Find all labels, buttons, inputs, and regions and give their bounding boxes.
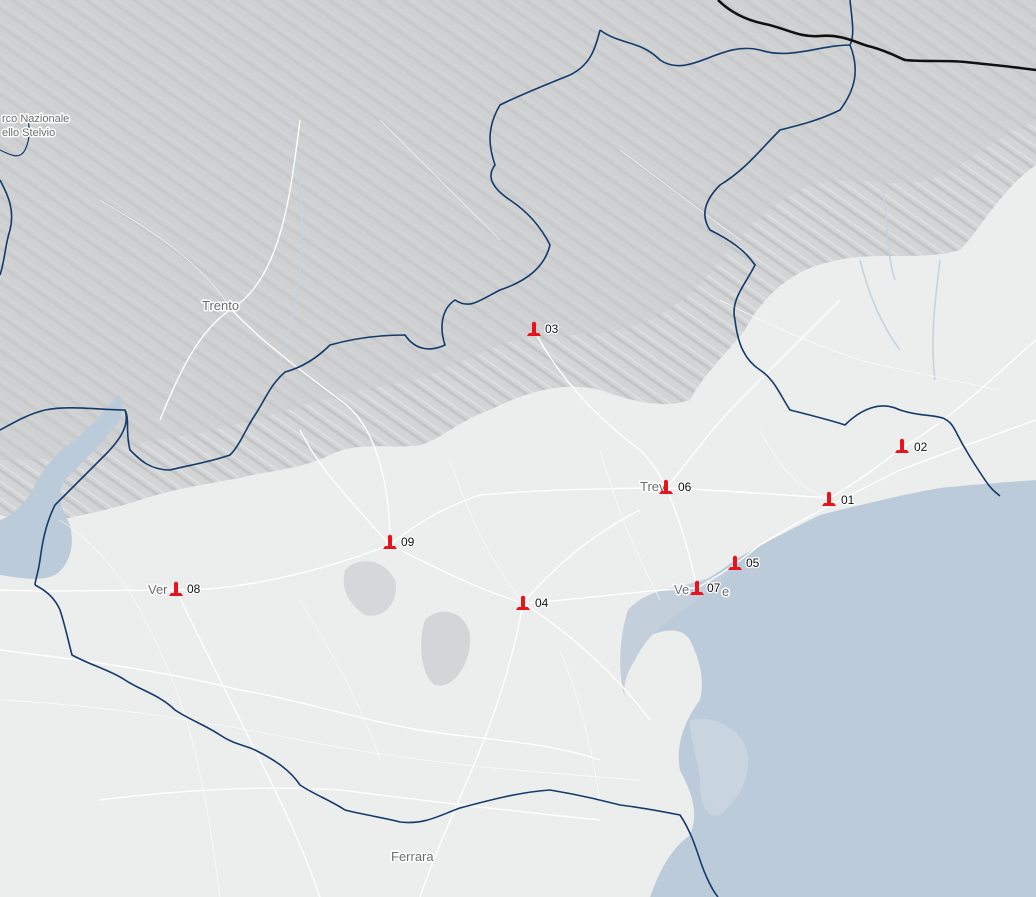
marker-04[interactable]: 04 [516,595,550,611]
po-delta [690,718,749,816]
regional-border-far-west [0,179,13,276]
regional-border [599,29,1001,497]
city-label-verona: Ver [148,582,168,597]
park-label-line2: ello Stelvio [2,127,55,139]
marker-07[interactable]: 07 [690,580,722,596]
rivers [279,119,941,381]
city-label-trento: Trento [202,298,239,313]
berici-hills [343,561,396,616]
marker-label: 08 [187,582,201,596]
marker-05[interactable]: 05 [728,555,761,571]
alps-highlands [0,0,1036,460]
city-label-venezia-b: e [722,584,729,599]
city-label-ferrara: Ferrara [391,849,434,864]
marker-label: 07 [707,581,721,595]
northern-border-east [849,0,854,46]
venice-lagoon [620,565,735,700]
marker-label: 02 [914,440,928,454]
city-label-venezia-a: Ve [674,582,689,597]
regional-border-south [34,584,719,897]
marker-06[interactable]: 06 [659,479,693,495]
marker-03[interactable]: 03 [527,321,560,337]
road-network [0,119,1036,897]
minor-roads [0,119,1001,897]
regional-border-west [0,29,601,471]
marker-label: 01 [841,493,855,507]
park-border [0,119,30,157]
marker-01[interactable]: 01 [822,492,856,508]
euganean-hills [421,611,471,686]
marker-02[interactable]: 02 [895,439,929,455]
marker-label: 06 [678,480,692,494]
marker-label: 05 [746,556,760,570]
national-border [717,0,1036,72]
marker-label: 04 [535,596,549,610]
marker-09[interactable]: 09 [383,534,416,550]
marker-label: 03 [545,322,559,336]
marker-08[interactable]: 08 [169,581,202,597]
regional-border-lake [34,409,127,586]
marker-label: 09 [401,535,415,549]
lake-garda [0,395,123,579]
park-label-line1: rco Nazionale [2,113,69,125]
